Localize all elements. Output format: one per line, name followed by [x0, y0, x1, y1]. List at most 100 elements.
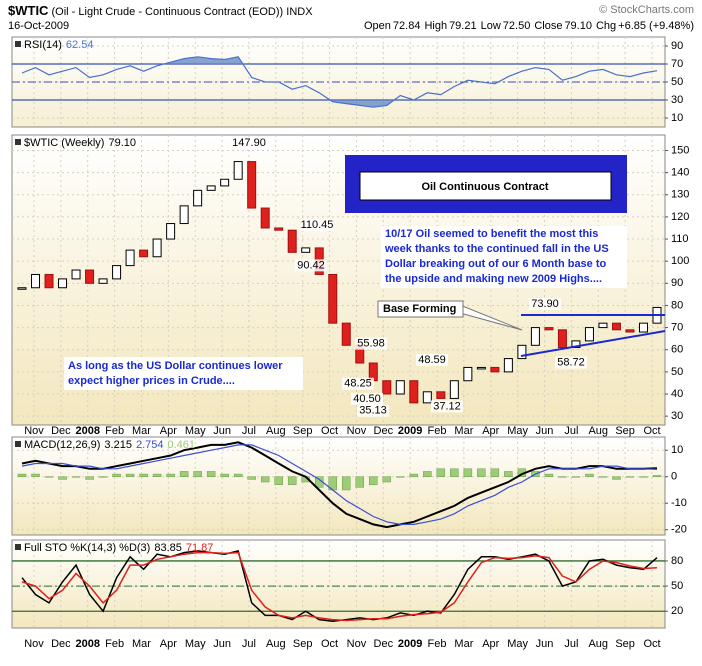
- histogram-bar: [463, 468, 473, 477]
- candle: [611, 322, 621, 331]
- candle: [490, 366, 500, 373]
- candle: [139, 249, 149, 258]
- y-tick-label: 70: [671, 322, 683, 334]
- histogram-bar: [274, 476, 283, 485]
- histogram-bar: [369, 476, 378, 485]
- x-tick-label: Mar: [132, 638, 151, 650]
- quote-value: 72.84: [392, 20, 421, 32]
- quote-value: 79.10: [564, 20, 592, 32]
- x-tick-label: Jul: [242, 425, 256, 437]
- histogram-bar: [652, 475, 662, 477]
- y-tick-label: 60: [671, 344, 683, 356]
- candle: [98, 278, 108, 284]
- x-tick-label: 2009: [398, 425, 422, 437]
- legend-value: 3.215: [104, 439, 132, 451]
- candle: [625, 329, 635, 333]
- annotation-bg: [529, 297, 561, 310]
- histogram-bar: [247, 476, 256, 480]
- legend-value: 71.87: [186, 542, 214, 554]
- candle: [301, 247, 311, 253]
- candle: [544, 327, 554, 331]
- candle: [17, 287, 27, 290]
- candle: [463, 366, 473, 382]
- legend-title: Full STO %K(14,3) %D(3): [24, 542, 150, 554]
- candle: [395, 380, 405, 395]
- histogram-bar: [423, 471, 432, 477]
- annotation-bg: [351, 392, 383, 405]
- note-line: As long as the US Dollar continues lower: [68, 360, 283, 372]
- quote-value: 79.21: [449, 20, 477, 32]
- histogram-bar: [125, 473, 135, 477]
- candle: [517, 344, 527, 360]
- histogram-bar: [612, 476, 621, 480]
- x-tick-label: Dec: [51, 638, 71, 650]
- legend-title: MACD(12,26,9): [24, 439, 100, 451]
- histogram-bar: [436, 468, 446, 477]
- y-tick-label: 140: [671, 167, 689, 179]
- candle: [382, 380, 392, 395]
- panel-legend: Full STO %K(14,3) %D(3) 83.85 71.87: [24, 542, 213, 554]
- y-tick-label: 0: [671, 471, 677, 483]
- x-tick-label: Nov: [24, 638, 44, 650]
- y-tick-label: 90: [671, 277, 683, 289]
- x-tick-label: Jul: [242, 638, 256, 650]
- x-tick-label: May: [507, 638, 528, 650]
- annotation: 110.45: [301, 219, 334, 231]
- histogram-bar: [31, 473, 40, 477]
- candle: [233, 161, 243, 180]
- x-tick-label: Apr: [482, 638, 499, 650]
- exchange: INDX: [286, 6, 313, 18]
- legend-value: 62.54: [66, 39, 94, 51]
- histogram-bar: [112, 473, 121, 477]
- legend-value: 2.754: [136, 439, 164, 451]
- x-tick-label: 2008: [75, 638, 99, 650]
- histogram-bar: [260, 476, 270, 483]
- histogram-bar: [220, 473, 229, 477]
- callout-box: [377, 300, 464, 318]
- x-tick-label: Mar: [132, 425, 151, 437]
- annotation: 147.90: [232, 137, 266, 149]
- legend-title: $WTIC (Weekly): [24, 137, 104, 149]
- candle: [260, 207, 270, 229]
- quote-value: 72.50: [502, 20, 531, 32]
- candle: [287, 229, 297, 253]
- candle: [449, 380, 459, 399]
- candle: [31, 273, 41, 289]
- y-tick-label: 30: [671, 94, 683, 106]
- annotation-bg: [431, 400, 463, 413]
- y-tick-label: 80: [671, 555, 683, 567]
- histogram-bar: [44, 476, 54, 478]
- legend-icon: [15, 441, 21, 447]
- histogram-bar: [179, 471, 189, 477]
- legend-icon: [15, 139, 21, 145]
- quote-value: +6.85 (+9.48%): [618, 20, 694, 32]
- title-line: $WTIC (Oil - Light Crude - Continuous Co…: [8, 3, 313, 18]
- histogram-bar: [355, 476, 365, 488]
- callout-text: Base Forming: [383, 303, 456, 315]
- y-tick-label: 40: [671, 388, 683, 400]
- histogram-bar: [152, 473, 162, 477]
- quote-label: Open: [363, 20, 391, 32]
- histogram-bar: [193, 471, 202, 477]
- y-tick-label: -10: [671, 497, 687, 509]
- x-tick-label: 2009: [398, 638, 422, 650]
- description: (Oil - Light Crude - Continuous Contract…: [51, 6, 284, 18]
- candle: [247, 161, 257, 209]
- candle: [530, 327, 540, 346]
- y-tick-label: 50: [671, 366, 683, 378]
- y-tick-label: 150: [671, 144, 689, 156]
- histogram-bar: [544, 473, 554, 477]
- y-tick-label: 80: [671, 299, 683, 311]
- legend-icon: [15, 41, 21, 47]
- y-tick-label: 10: [671, 112, 683, 124]
- histogram-bar: [639, 476, 648, 478]
- x-tick-label: Aug: [588, 638, 608, 650]
- histogram-bar: [450, 468, 459, 477]
- annotation: 40.50: [353, 393, 381, 405]
- annotation-bg: [355, 337, 387, 350]
- histogram-bar: [206, 471, 216, 477]
- x-tick-label: Jun: [213, 425, 231, 437]
- panel-legend: MACD(12,26,9) 3.215 2.754 0.461: [24, 439, 195, 451]
- x-tick-label: Mar: [454, 425, 473, 437]
